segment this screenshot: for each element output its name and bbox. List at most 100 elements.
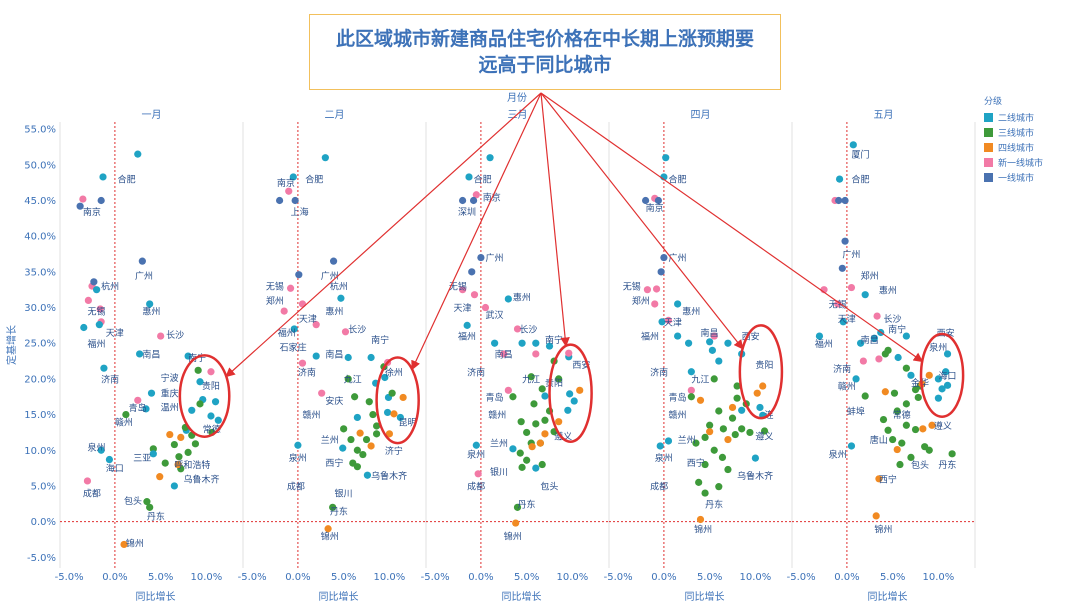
data-point-t2 [339,444,347,452]
city-label: 兰州 [678,434,696,446]
data-point-t3 [353,446,361,454]
data-point-t3 [347,435,355,444]
city-label: 石家庄 [280,341,307,353]
x-tick-label: 5.0% [880,572,905,583]
city-label: 银川 [490,466,508,478]
data-point-t2 [662,154,670,162]
city-label: 徐州 [385,366,403,378]
data-point-t2 [656,442,664,450]
data-point-t2 [504,295,512,303]
city-label: 济南 [101,373,119,385]
legend-label: 二线城市 [998,114,1035,124]
city-label: 福州 [815,338,833,350]
city-label: 杭州 [330,281,348,293]
city-label: 赣州 [488,409,506,421]
data-point-t1 [642,196,650,205]
data-point-t3 [731,430,739,439]
data-point-t2 [184,352,192,360]
city-label: 惠州 [513,291,531,303]
data-point-t4 [555,418,563,426]
data-point-t3 [184,448,192,456]
city-label: 泉州 [289,452,307,464]
data-point-nt1 [532,350,540,358]
data-point-t2 [532,339,540,347]
city-label: 泉州 [467,448,485,460]
data-point-t1 [459,196,467,205]
city-label: 天津 [299,314,317,325]
data-point-t3 [718,453,727,461]
city-label: 合肥 [851,174,869,186]
data-point-t3 [527,373,535,381]
city-label: 惠州 [142,306,160,318]
chart-title-line2: 远高于同比城市 [478,54,612,76]
data-point-t2 [211,398,220,406]
data-point-nt1 [83,477,92,485]
data-point-t4 [696,515,705,524]
legend-label: 一线城市 [998,174,1035,184]
data-point-t3 [706,421,714,429]
data-point-t3 [902,364,910,372]
city-label: 济南 [650,366,668,378]
city-label: 乌鲁木齐 [184,473,220,485]
annotation-arrow-1 [225,92,542,378]
data-point-t1 [97,196,105,205]
city-label: 蚌埠 [847,406,865,418]
annotation-arrow-3 [540,92,570,348]
city-label: 安庆 [325,395,343,407]
city-label: 无锡 [623,282,641,293]
x-tick-label: 5.0% [514,572,539,583]
data-point-nt1 [134,396,142,404]
legend-swatch [984,158,993,167]
data-point-t3 [925,446,933,454]
city-label: 合肥 [474,174,492,186]
data-point-t2 [93,286,101,294]
y-tick-label: 25.0% [24,339,56,350]
x-axis-label: 同比增长 [136,590,176,603]
data-point-nt1 [312,321,320,329]
y-tick-label: -5.0% [27,553,56,564]
data-point-t2 [664,437,673,445]
x-tick-label: 10.0% [374,572,406,583]
data-point-t1 [329,257,338,265]
city-label: 成都 [467,481,485,493]
data-point-t2 [367,353,375,362]
data-point-t3 [523,428,531,437]
city-label: 广州 [321,270,339,282]
city-label: 青岛 [668,391,686,403]
data-point-t2 [847,442,856,450]
data-point-t2 [934,394,943,402]
city-label: 丹东 [938,459,956,471]
x-tick-label: 0.0% [468,572,493,583]
data-point-t3 [351,393,359,401]
data-point-t3 [194,366,202,374]
city-label: 三亚 [133,453,151,464]
data-point-t2 [294,441,302,449]
legend-label: 新一线城市 [998,159,1044,169]
city-label: 济宁 [385,445,403,457]
data-point-t1 [276,196,284,205]
data-point-t3 [746,428,754,437]
data-point-t2 [708,346,716,354]
x-tick-label: 0.0% [834,572,859,583]
data-point-t3 [149,445,157,453]
city-label: 泉州 [655,452,673,464]
data-point-t2 [943,350,952,358]
city-label: 赣州 [838,381,856,393]
legend-item: 一线城市 [984,170,1043,185]
city-label: 贵阳 [755,359,773,371]
data-point-t3 [896,460,904,469]
data-point-nt1 [565,349,573,357]
city-label: 成都 [287,481,305,493]
x-tick-label: 0.0% [285,572,310,583]
data-point-t2 [839,318,847,326]
annotation-arrow-2 [411,92,542,371]
panel-title: 二月 [325,109,345,121]
data-point-t2 [289,173,297,181]
x-tick-label: 0.0% [651,572,676,583]
x-tick-label: -5.0% [604,572,633,583]
data-point-t3 [372,422,381,430]
data-point-t4 [724,435,732,444]
data-point-t4 [759,382,767,390]
data-point-t3 [191,440,200,448]
